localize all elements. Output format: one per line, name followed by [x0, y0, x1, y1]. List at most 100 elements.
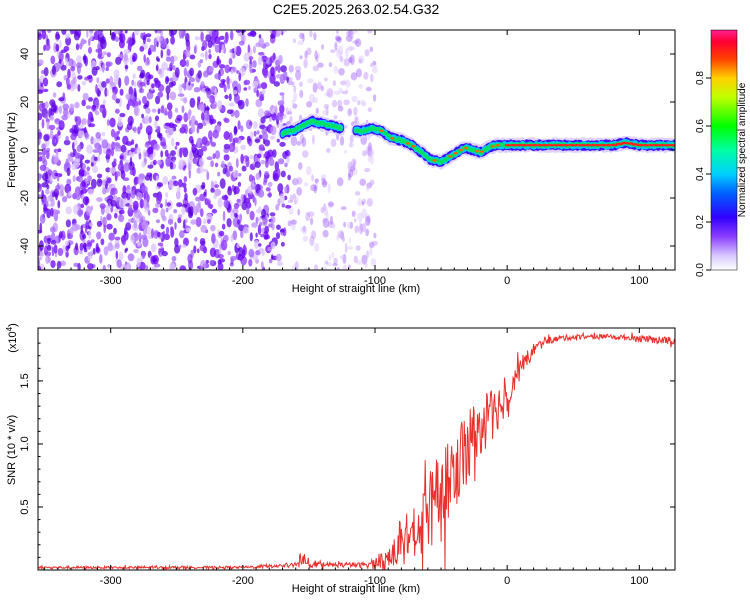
spectrogram-noise-cell — [333, 257, 338, 264]
spectrogram-noise-cell — [300, 226, 304, 232]
spectrogram-noise-cell — [370, 154, 374, 165]
spectrogram-noise-cell — [95, 132, 101, 139]
spectrogram-noise-cell — [227, 83, 231, 90]
spectrogram-noise-cell — [138, 152, 142, 160]
spectrogram-noise-cell — [39, 214, 46, 224]
spectrogram-noise-cell — [167, 218, 174, 225]
spectrogram-noise-cell — [76, 195, 81, 201]
spectrogram-noise-cell — [313, 32, 317, 41]
spectrogram-noise-cell — [221, 223, 226, 230]
spectrogram-noise-cell — [52, 92, 57, 98]
spectrogram-x-tick-label: -100 — [364, 275, 386, 287]
spectrogram-noise-cell — [247, 186, 253, 194]
spectrogram-noise-cell — [169, 161, 174, 170]
spectrogram-noise-cell — [137, 177, 143, 185]
snr-x-tick-label: -300 — [100, 575, 122, 587]
spectrogram-noise-cell — [74, 152, 81, 159]
spectrogram-noise-cell — [50, 55, 56, 65]
spectrogram-noise-cell — [106, 88, 110, 97]
spectrogram-noise-cell — [214, 162, 219, 168]
spectrogram-noise-cell — [102, 265, 107, 270]
spectrogram-noise-cell — [284, 186, 288, 194]
spectrogram-noise-cell — [359, 178, 367, 186]
spectrogram-noise-cell — [123, 49, 131, 54]
spectrogram-noise-cell — [325, 106, 329, 116]
spectrogram-noise-cell — [333, 90, 341, 96]
spectrogram-noise-cell — [299, 89, 304, 99]
spectrogram-noise-cell — [220, 160, 225, 169]
spectrogram-noise-cell — [232, 230, 238, 241]
spectrogram-noise-cell — [114, 212, 118, 219]
spectrogram-noise-cell — [43, 134, 50, 142]
spectrogram-noise-cell — [70, 151, 74, 157]
spectrogram-noise-cell — [221, 195, 229, 201]
spectrogram-noise-cell — [62, 244, 66, 253]
spectrogram-noise-cell — [96, 246, 100, 253]
spectrogram-noise-cell — [66, 84, 72, 90]
spectrogram-x-ticks: -300 -200 -100 0 100 — [44, 30, 667, 287]
spectrogram-noise-cell — [41, 30, 47, 40]
spectrogram-noise-cell — [105, 148, 112, 157]
spectrogram-noise-cell — [166, 102, 173, 111]
spectrogram-noise-cell — [286, 76, 290, 84]
spectrogram-noise-cell — [241, 201, 248, 211]
spectrogram-noise-cell — [103, 224, 106, 234]
spectrogram-noise-cell — [85, 205, 92, 216]
spectrogram-noise-cell — [367, 153, 372, 163]
spectrogram-noise-cell — [321, 180, 326, 186]
spectrogram-noise-cell — [223, 143, 230, 150]
spectrogram-noise-cell — [82, 196, 90, 206]
spectrogram-noise-cell — [337, 36, 342, 43]
spectrogram-noise-cell — [191, 83, 194, 87]
spectrogram-noise-cell — [209, 114, 214, 126]
spectrogram-noise-cell — [172, 65, 176, 71]
spectrogram-noise-cell — [114, 142, 121, 147]
spectrogram-noise-cell — [339, 56, 344, 63]
spectrogram-noise-cell — [354, 225, 360, 234]
spectrogram-noise-cell — [312, 134, 315, 145]
spectrogram-noise-cell — [219, 35, 225, 41]
spectrogram-noise-cell — [269, 117, 272, 122]
spectrogram-noise-cell — [171, 255, 177, 262]
spectrogram-noise-cell — [54, 118, 61, 122]
spectrogram-noise-cell — [342, 236, 346, 243]
spectrogram-noise-cell — [238, 72, 242, 82]
spectrogram-noise-cell — [171, 175, 177, 180]
spectrogram-y-tick-label: 20 — [19, 96, 31, 108]
spectrogram-noise-cell — [174, 67, 180, 78]
spectrogram-noise-cell — [72, 76, 77, 85]
spectrogram-noise-cell — [65, 36, 72, 46]
spectrogram-noise-cell — [228, 102, 235, 107]
spectrogram-noise-cell — [270, 33, 275, 39]
spectrogram-noise-cell — [136, 257, 141, 268]
spectrogram-noise-cell — [179, 230, 185, 239]
spectrogram-noise-cell — [276, 224, 281, 230]
spectrogram-noise-cell — [96, 173, 103, 179]
spectrogram-noise-cell — [267, 246, 272, 252]
spectrogram-noise-cell — [40, 81, 43, 87]
spectrogram-noise-cell — [111, 32, 116, 40]
spectrogram-noise-cell — [235, 30, 242, 33]
spectrogram-noise-cell — [273, 30, 277, 36]
spectrogram-y-tick-label: 0 — [19, 147, 31, 153]
spectrogram-noise-cell — [355, 245, 361, 251]
spectrogram-noise-cell — [328, 254, 332, 262]
spectrogram-noise-cell — [292, 38, 296, 44]
spectrogram-noise-cell — [323, 103, 329, 110]
spectrogram-noise-cell — [352, 40, 359, 44]
spectrogram-noise-cell — [342, 253, 347, 264]
spectrogram-noise-cell — [65, 33, 71, 39]
spectrogram-noise-cell — [244, 79, 251, 86]
spectrogram-noise-cell — [224, 64, 231, 74]
spectrogram-noise-cell — [127, 115, 134, 126]
spectrogram-noise-cell — [38, 194, 42, 199]
spectrogram-noise-cell — [321, 179, 328, 188]
spectrogram-noise-cell — [245, 157, 250, 168]
spectrogram-noise-cell — [183, 67, 187, 77]
spectrogram-noise-cell — [361, 208, 367, 219]
spectrogram-noise-cell — [203, 168, 208, 173]
spectrogram-noise-cell — [185, 32, 190, 43]
spectrogram-noise-cell — [279, 228, 285, 233]
spectrogram-noise-cell — [100, 36, 106, 45]
